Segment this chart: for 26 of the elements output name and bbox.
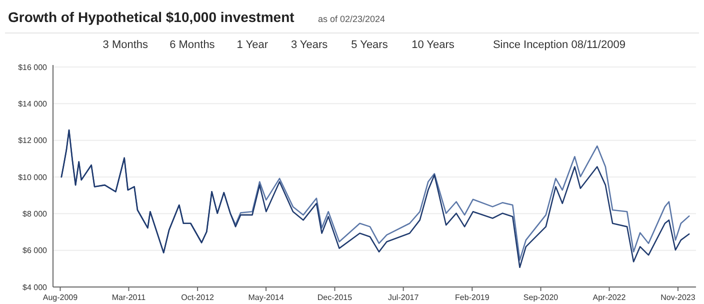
- text: 1 Year: [236, 39, 268, 51]
- y-tick-label: $4 000: [22, 282, 48, 292]
- x-tick-label: Apr-2022: [592, 293, 626, 302]
- x-tick-label: Dec-2015: [317, 293, 353, 302]
- text: 6 Months: [170, 39, 216, 51]
- chart-title: Growth of Hypothetical $10,000 investment: [8, 9, 295, 25]
- chart-subtitle: as of 02/23/2024: [318, 14, 386, 24]
- x-tick-label: Sep-2020: [523, 293, 559, 302]
- x-tick-label: Mar-2011: [112, 293, 146, 302]
- text: 10 Years: [412, 39, 455, 51]
- text: Since Inception 08/11/2009: [492, 39, 626, 51]
- x-tick-label: Aug-2009: [42, 293, 78, 302]
- y-tick-label: $8 000: [22, 209, 48, 218]
- y-tick-label: $16 000: [18, 62, 48, 72]
- x-tick-label: Feb-2019: [455, 293, 490, 302]
- x-tick-label: Oct-2012: [181, 293, 215, 302]
- text: 5 Years: [351, 39, 388, 51]
- x-tick-label: Jul-2017: [388, 293, 420, 302]
- x-tick-label: May-2014: [248, 293, 284, 302]
- y-tick-label: $14 000: [18, 99, 48, 108]
- y-tick-label: $10 000: [18, 172, 48, 182]
- text: 3 Years: [290, 39, 328, 51]
- x-tick-label: Nov-2023: [660, 293, 696, 302]
- y-tick-label: $6 000: [22, 246, 48, 256]
- text: 3 Months: [102, 39, 149, 51]
- y-tick-label: $12 000: [18, 136, 48, 146]
